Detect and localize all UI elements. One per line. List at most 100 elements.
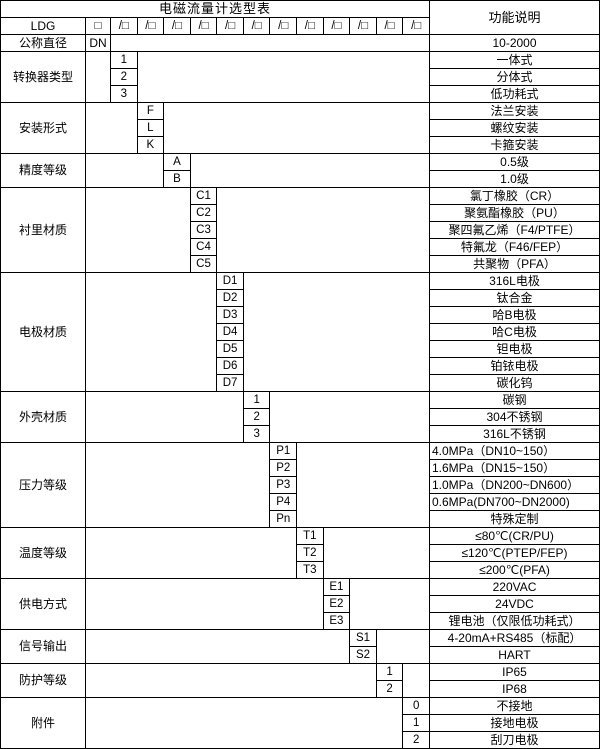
model-box-cell: □	[85, 17, 111, 35]
function-cell: 24VDC	[429, 595, 600, 613]
spacer-cell	[84, 153, 165, 188]
code-cell: D3	[216, 306, 244, 324]
function-cell: 304不锈钢	[429, 408, 600, 426]
function-cell: 钽电极	[429, 340, 600, 358]
function-cell: HART	[429, 646, 600, 664]
function-cell: 10-2000	[429, 34, 600, 52]
code-cell: 0	[402, 697, 430, 715]
function-cell: 4.0MPa（DN10~150）	[429, 442, 600, 460]
category-label: 防护等级	[0, 663, 86, 698]
spacer-cell	[110, 34, 430, 52]
function-cell: 铂铱电极	[429, 357, 600, 375]
spacer-cell	[296, 442, 430, 528]
model-slot-cell: /□	[189, 17, 218, 35]
code-cell: C2	[189, 204, 218, 222]
spacer-cell	[85, 187, 191, 273]
code-cell: K	[136, 136, 165, 154]
code-cell: E1	[322, 578, 351, 596]
code-cell: 1	[110, 51, 138, 69]
model-slot-cell: /□	[402, 17, 430, 35]
code-cell: S1	[349, 629, 377, 647]
function-cell: 共聚物（PFA）	[429, 255, 600, 273]
spacer-cell	[85, 51, 111, 103]
code-cell: D7	[216, 374, 244, 392]
function-cell: 低功耗式	[429, 85, 600, 103]
spacer-cell	[189, 153, 431, 188]
function-cell: 316L不锈钢	[429, 425, 600, 443]
spacer-cell	[85, 663, 377, 698]
model-slot-cell: /□	[269, 17, 298, 35]
spacer-cell	[163, 102, 430, 154]
function-cell: 碳钢	[429, 391, 600, 409]
code-cell: 2	[375, 680, 404, 698]
function-cell: 4-20mA+RS485（标配）	[429, 629, 600, 647]
function-cell: 220VAC	[429, 578, 600, 596]
spacer-cell	[84, 272, 218, 392]
function-cell: 接地电极	[429, 714, 600, 732]
function-cell: 316L电极	[429, 272, 600, 290]
code-cell: DN	[85, 34, 111, 52]
model-prefix-cell: LDG	[0, 17, 86, 35]
function-cell: 卡箍安装	[429, 136, 600, 154]
category-label: 外壳材质	[0, 391, 86, 443]
spacer-cell	[322, 527, 431, 579]
category-label: 压力等级	[0, 442, 86, 528]
code-cell: 2	[242, 408, 271, 426]
model-slot-cell: /□	[375, 17, 404, 35]
spacer-cell	[216, 187, 430, 273]
code-cell: 3	[110, 85, 138, 103]
category-label: 转换器类型	[0, 51, 86, 103]
function-cell: 哈B电极	[429, 306, 600, 324]
function-cell: 聚四氟乙烯（F4/PTFE）	[429, 221, 600, 239]
spacer-cell	[136, 51, 431, 103]
code-cell: E3	[322, 612, 351, 630]
code-cell: T2	[296, 544, 324, 562]
code-cell: S2	[349, 646, 377, 664]
function-cell: 氯丁橡胶（CR）	[429, 187, 600, 205]
spacer-cell	[84, 527, 298, 579]
function-cell: 钛合金	[429, 289, 600, 307]
function-cell: 哈C电极	[429, 323, 600, 341]
category-label: 供电方式	[0, 578, 86, 630]
spacer-cell	[269, 391, 430, 443]
model-slot-cell: /□	[242, 17, 271, 35]
code-cell: P3	[269, 476, 298, 494]
category-label: 电极材质	[0, 272, 86, 392]
function-cell: 分体式	[429, 68, 600, 86]
code-cell: D6	[216, 357, 244, 375]
spacer-cell	[242, 272, 431, 392]
spacer-cell	[84, 629, 351, 664]
code-cell: 1	[242, 391, 271, 409]
function-cell: 1.0MPa（DN200~DN600）	[429, 476, 600, 494]
spacer-cell	[84, 697, 404, 749]
code-cell: A	[163, 153, 191, 171]
model-slot-cell: /□	[322, 17, 351, 35]
table-title: 电磁流量计选型表	[0, 0, 430, 18]
category-label: 安装形式	[0, 102, 86, 154]
code-cell: L	[136, 119, 165, 137]
model-slot-cell: /□	[296, 17, 324, 35]
code-cell: T3	[296, 561, 324, 579]
code-cell: C1	[189, 187, 218, 205]
spacer-cell	[375, 629, 431, 664]
function-cell: 1.0级	[429, 170, 600, 188]
spacer-cell	[402, 663, 430, 698]
code-cell: C4	[189, 238, 218, 256]
function-cell: 螺纹安装	[429, 119, 600, 137]
function-cell: 特氟龙（F46/FEP）	[429, 238, 600, 256]
code-cell: 2	[110, 68, 138, 86]
code-cell: F	[136, 102, 165, 120]
function-cell: 碳化钨	[429, 374, 600, 392]
code-cell: P2	[269, 459, 298, 477]
code-cell: E2	[322, 595, 351, 613]
code-cell: C5	[189, 255, 218, 273]
function-cell: IP68	[429, 680, 600, 698]
code-cell: T1	[296, 527, 324, 545]
code-cell: 1	[375, 663, 404, 681]
spacer-cell	[349, 578, 430, 630]
function-cell: 1.6MPa（DN15~150）	[429, 459, 600, 477]
code-cell: D4	[216, 323, 244, 341]
category-label: 公称直径	[0, 34, 86, 52]
spacer-cell	[84, 442, 271, 528]
